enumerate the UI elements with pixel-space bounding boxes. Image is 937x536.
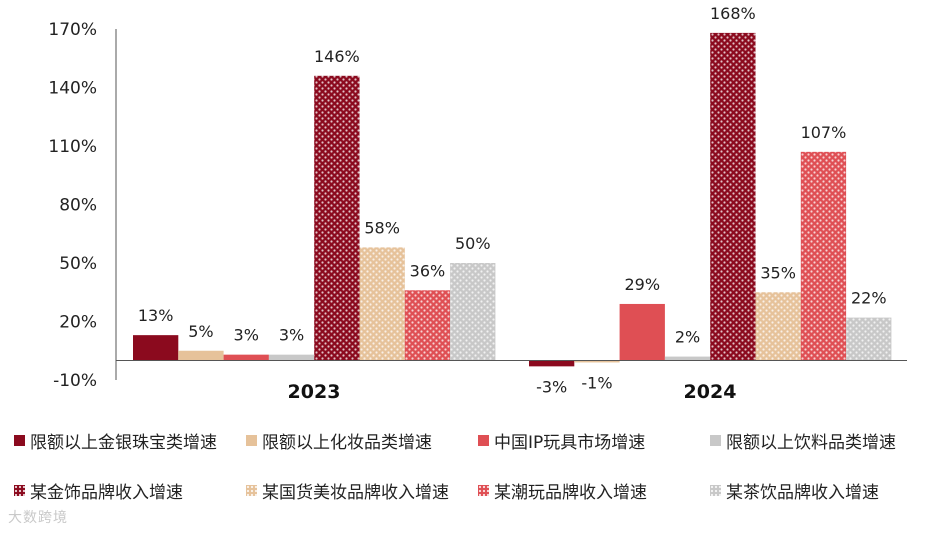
bar bbox=[223, 354, 269, 361]
y-tick-label: 170% bbox=[48, 20, 97, 40]
y-tick-label: 110% bbox=[48, 137, 97, 157]
data-label: 35% bbox=[760, 263, 796, 282]
legend-swatch bbox=[478, 484, 489, 496]
bar bbox=[529, 360, 575, 367]
bar bbox=[404, 290, 451, 361]
x-category-label: 2023 bbox=[288, 381, 341, 403]
legend-row: 限额以上金银珠宝类增速 限额以上化妆品类增速 中国IP玩具市场增速 限额以上饮料品类增… bbox=[14, 430, 929, 453]
data-label: 22% bbox=[851, 289, 887, 308]
bar bbox=[619, 303, 665, 361]
bar bbox=[710, 32, 756, 361]
data-label: 13% bbox=[138, 306, 174, 325]
data-label: -1% bbox=[581, 373, 612, 392]
bar bbox=[450, 263, 496, 361]
legend: 限额以上金银珠宝类增速 限额以上化妆品类增速 中国IP玩具市场增速 限额以上饮料品类增… bbox=[14, 430, 929, 530]
legend-item: 某国货美妆品牌收入增速 bbox=[246, 480, 478, 503]
legend-item: 某潮玩品牌收入增速 bbox=[478, 480, 710, 503]
legend-label: 某茶饮品牌收入增速 bbox=[726, 482, 879, 503]
bar bbox=[755, 292, 801, 361]
data-label: 168% bbox=[710, 4, 756, 23]
legend-label: 某潮玩品牌收入增速 bbox=[494, 482, 647, 503]
y-tick-label: 140% bbox=[48, 79, 97, 99]
legend-row: 某金饰品牌收入增速 某国货美妆品牌收入增速 某潮玩品牌收入增速 某茶饮品牌收入增速 bbox=[14, 480, 929, 503]
data-labels: 13% -3% 5% -1% 3% 29% 3% 2% 146% 168% 58% 35% 36% 107… bbox=[138, 4, 887, 396]
data-label: 58% bbox=[364, 218, 400, 237]
data-label: 3% bbox=[279, 326, 304, 345]
bars bbox=[133, 32, 892, 367]
data-label: -3% bbox=[536, 377, 567, 396]
legend-item: 限额以上饮料品类增速 bbox=[710, 430, 929, 453]
y-axis: 170% 140% 110% 80% 50% 20% -10% bbox=[48, 20, 117, 391]
legend-label: 限额以上饮料品类增速 bbox=[726, 432, 896, 453]
x-category-label: 2024 bbox=[684, 381, 737, 403]
legend-label: 限额以上化妆品类增速 bbox=[262, 432, 432, 453]
bar bbox=[574, 360, 620, 363]
bar bbox=[133, 335, 179, 361]
bar-chart: 170% 140% 110% 80% 50% 20% -10% 13% -3% 5% -1% 3% 2… bbox=[48, 4, 907, 403]
data-label: 107% bbox=[801, 123, 847, 142]
legend-swatch bbox=[14, 484, 25, 496]
legend-swatch bbox=[478, 434, 489, 446]
legend-label: 限额以上金银珠宝类增速 bbox=[30, 432, 217, 453]
data-label: 50% bbox=[455, 234, 491, 253]
y-tick-label: 80% bbox=[59, 196, 97, 216]
data-label: 36% bbox=[410, 261, 446, 280]
watermark: 大数跨境 bbox=[8, 510, 68, 526]
x-axis: 2023 2024 bbox=[116, 360, 907, 403]
data-label: 3% bbox=[234, 326, 259, 345]
legend-item: 某金饰品牌收入增速 bbox=[14, 480, 246, 503]
y-tick-label: -10% bbox=[53, 371, 97, 391]
data-label: 2% bbox=[675, 328, 700, 347]
legend-item: 中国IP玩具市场增速 bbox=[478, 430, 710, 453]
bar bbox=[846, 317, 892, 361]
y-tick-label: 20% bbox=[59, 313, 97, 333]
legend-item: 限额以上金银珠宝类增速 bbox=[14, 430, 246, 453]
bar bbox=[314, 75, 360, 361]
bar bbox=[268, 354, 315, 361]
legend-swatch bbox=[710, 434, 721, 446]
bar bbox=[800, 151, 847, 361]
legend-swatch bbox=[710, 484, 721, 496]
bar bbox=[664, 356, 711, 361]
bar bbox=[178, 350, 224, 361]
legend-item: 限额以上化妆品类增速 bbox=[246, 430, 478, 453]
data-label: 5% bbox=[188, 322, 213, 341]
bar bbox=[359, 247, 405, 361]
data-label: 29% bbox=[624, 275, 660, 294]
y-tick-label: 50% bbox=[59, 254, 97, 274]
legend-label: 某国货美妆品牌收入增速 bbox=[262, 482, 449, 503]
legend-swatch bbox=[246, 434, 257, 446]
legend-item: 某茶饮品牌收入增速 bbox=[710, 480, 929, 503]
legend-label: 中国IP玩具市场增速 bbox=[494, 432, 646, 453]
legend-swatch bbox=[246, 484, 257, 496]
data-label: 146% bbox=[314, 47, 360, 66]
legend-swatch bbox=[14, 434, 25, 446]
legend-label: 某金饰品牌收入增速 bbox=[30, 482, 183, 503]
